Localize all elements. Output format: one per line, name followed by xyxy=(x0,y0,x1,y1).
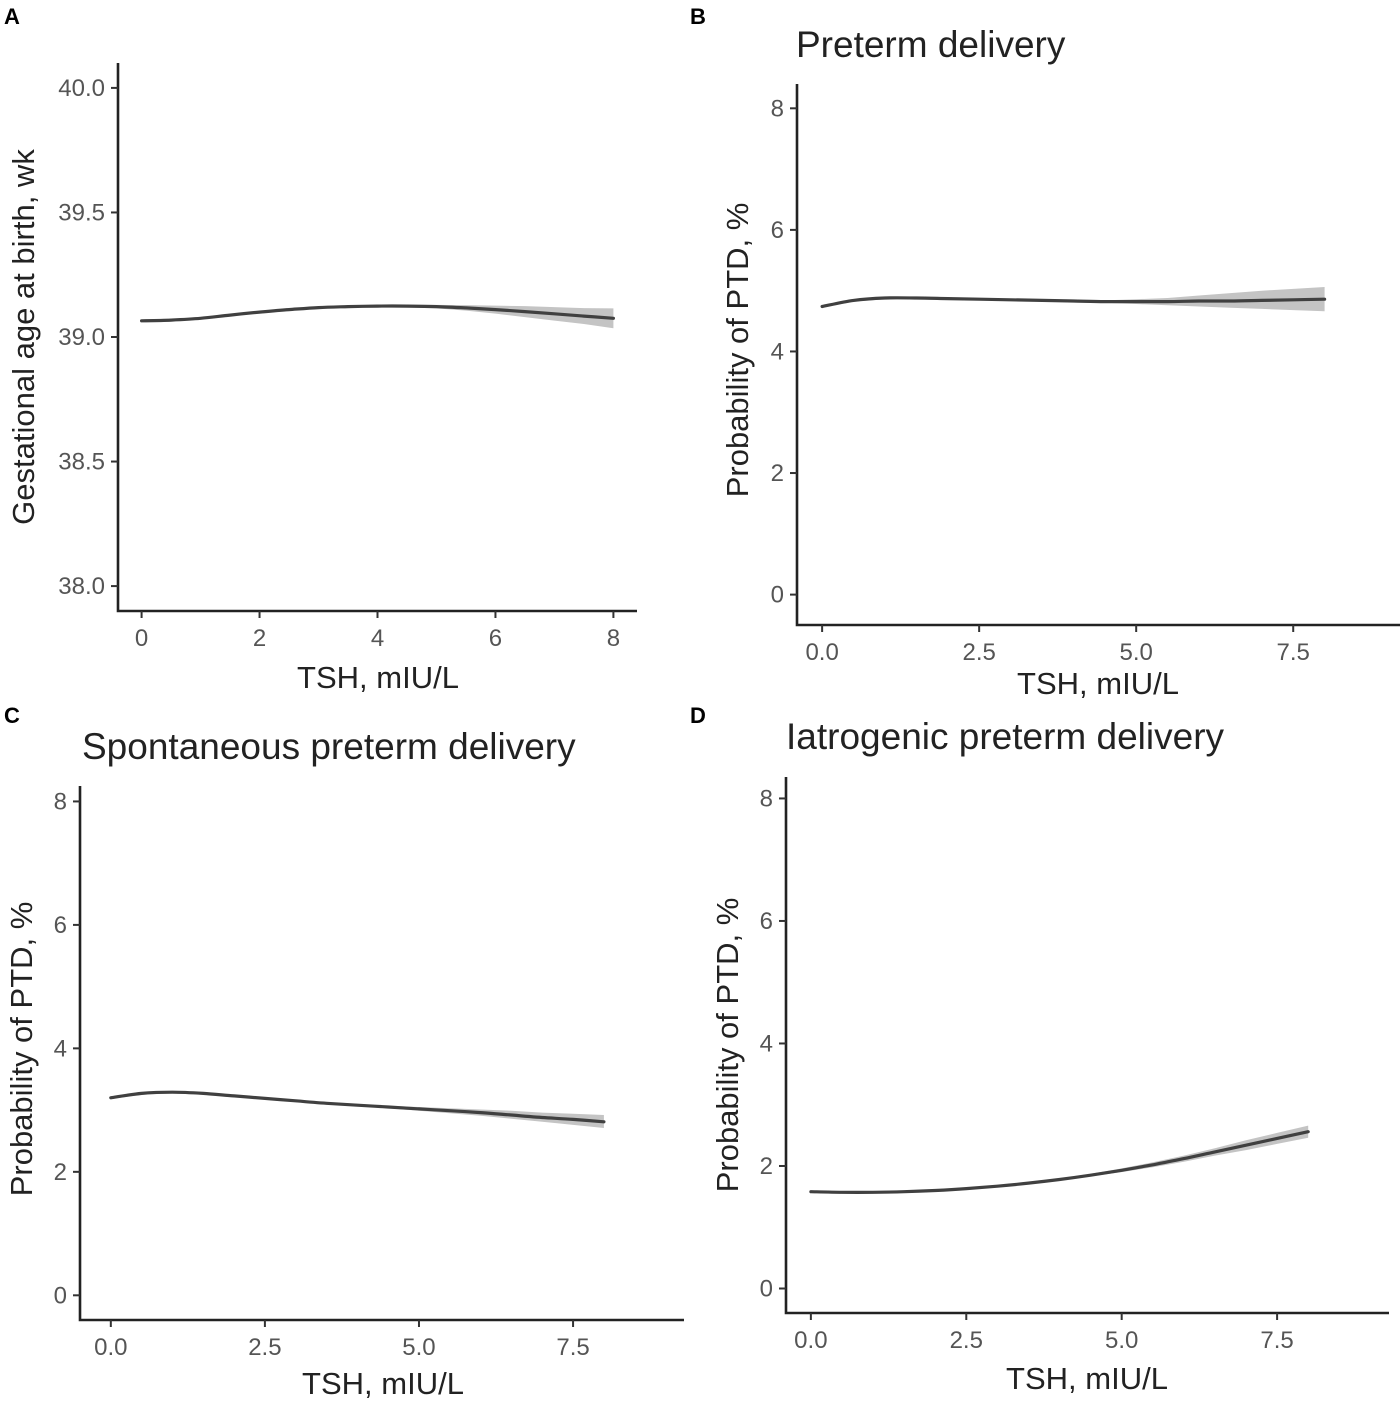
panel-b-x-tick-label: 2.5 xyxy=(962,639,995,666)
panel-a-axes xyxy=(116,63,637,613)
panel-d-x-ticks: 0.0 2.5 5.0 7.5 xyxy=(794,1313,1294,1354)
panel-c-y-ticks: 0 2 4 6 8 xyxy=(54,788,80,1309)
panel-d: D Iatrogenic preterm delivery 0 2 4 6 8 0.0 2… xyxy=(690,703,1389,1396)
panel-c-fit-line xyxy=(109,1090,606,1124)
panel-d-axes xyxy=(784,777,1389,1315)
panel-b-x-axis-label: TSH, mIU/L xyxy=(1017,666,1179,701)
panel-d-y-ticks: 0 2 4 6 8 xyxy=(760,785,786,1302)
panel-a-y-tick-label: 38.0 xyxy=(58,573,105,600)
panel-b-fit-line xyxy=(820,296,1327,309)
panel-a-x-ticks: 0 2 4 6 8 xyxy=(135,611,620,652)
panel-c-letter: C xyxy=(4,703,20,728)
panel-b-y-tick-label: 0 xyxy=(771,582,784,609)
panel-c-confidence-band xyxy=(110,1091,604,1128)
panel-a-x-tick-label: 8 xyxy=(607,625,620,652)
panel-b-x-ticks: 0.0 2.5 5.0 7.5 xyxy=(805,625,1310,666)
panel-b-y-tick-label: 8 xyxy=(771,95,784,122)
panel-b-y-tick-label: 4 xyxy=(771,338,784,365)
panel-a-y-axis-label: Gestational age at birth, wk xyxy=(6,149,41,525)
panel-a-y-tick-label: 39.5 xyxy=(58,199,105,226)
panel-c-x-tick-label: 0.0 xyxy=(94,1334,127,1361)
panel-d-x-tick-label: 7.5 xyxy=(1260,1327,1293,1354)
panel-c-x-ticks: 0.0 2.5 5.0 7.5 xyxy=(94,1320,590,1361)
panel-d-fit-line xyxy=(809,1130,1310,1194)
panel-c: C Spontaneous preterm delivery 0 2 4 6 8 0.0… xyxy=(4,703,684,1401)
panel-a-x-tick-label: 2 xyxy=(253,625,266,652)
panel-d-y-tick-label: 4 xyxy=(760,1030,773,1057)
panel-c-y-tick-label: 0 xyxy=(54,1282,67,1309)
panel-b-letter: B xyxy=(690,4,706,29)
panel-d-title: Iatrogenic preterm delivery xyxy=(786,716,1225,757)
panel-d-y-tick-label: 6 xyxy=(760,908,773,935)
panel-a-y-ticks: 38.0 38.5 39.0 39.5 40.0 xyxy=(58,75,118,600)
panel-d-x-axis-label: TSH, mIU/L xyxy=(1006,1361,1168,1396)
panel-d-y-tick-label: 2 xyxy=(760,1153,773,1180)
panel-d-letter: D xyxy=(690,703,706,728)
panel-d-x-tick-label: 2.5 xyxy=(950,1327,983,1354)
panel-c-x-tick-label: 7.5 xyxy=(556,1334,589,1361)
panel-b-title: Preterm delivery xyxy=(796,24,1066,65)
panel-b-axes xyxy=(795,84,1400,627)
panel-a-x-tick-label: 6 xyxy=(489,625,502,652)
panel-b-x-tick-label: 0.0 xyxy=(805,639,838,666)
panel-a-x-tick-label: 4 xyxy=(371,625,384,652)
panel-b-x-tick-label: 5.0 xyxy=(1120,639,1153,666)
panel-d-y-tick-label: 0 xyxy=(760,1275,773,1302)
panel-c-y-tick-label: 2 xyxy=(54,1159,67,1186)
panel-a-fit-line xyxy=(140,304,615,323)
panel-d-x-tick-label: 5.0 xyxy=(1105,1327,1138,1354)
panel-a-y-tick-label: 39.0 xyxy=(58,324,105,351)
panel-c-y-tick-label: 8 xyxy=(54,788,67,815)
panel-c-y-axis-label: Probability of PTD, % xyxy=(4,902,39,1197)
panel-c-axes xyxy=(78,786,684,1322)
panel-a-y-tick-label: 38.5 xyxy=(58,449,105,476)
panel-b-x-tick-label: 7.5 xyxy=(1277,639,1310,666)
panel-c-x-axis-label: TSH, mIU/L xyxy=(302,1366,464,1401)
panel-d-y-axis-label: Probability of PTD, % xyxy=(710,898,745,1193)
panel-c-x-tick-label: 2.5 xyxy=(248,1334,281,1361)
panel-a-letter: A xyxy=(4,4,20,29)
panel-b-confidence-band xyxy=(822,287,1325,312)
panel-b-y-ticks: 0 2 4 6 8 xyxy=(771,95,797,609)
panel-c-title: Spontaneous preterm delivery xyxy=(82,726,576,767)
panel-a-y-tick-label: 40.0 xyxy=(58,75,105,102)
panel-b-y-tick-label: 6 xyxy=(771,217,784,244)
panel-d-confidence-band xyxy=(810,1125,1309,1194)
panel-c-y-tick-label: 6 xyxy=(54,912,67,939)
panel-d-x-tick-label: 0.0 xyxy=(794,1327,827,1354)
panel-b-y-axis-label: Probability of PTD, % xyxy=(720,203,755,498)
panel-b-y-tick-label: 2 xyxy=(771,460,784,487)
panel-d-y-tick-label: 8 xyxy=(760,785,773,812)
panel-a-x-tick-label: 0 xyxy=(135,625,148,652)
panel-c-y-tick-label: 4 xyxy=(54,1035,67,1062)
panel-a-x-axis-label: TSH, mIU/L xyxy=(297,660,459,695)
panel-c-x-tick-label: 5.0 xyxy=(402,1334,435,1361)
panel-b: B Preterm delivery 0 2 4 6 8 0.0 2.5 5.0 7.5 TS… xyxy=(690,4,1400,701)
